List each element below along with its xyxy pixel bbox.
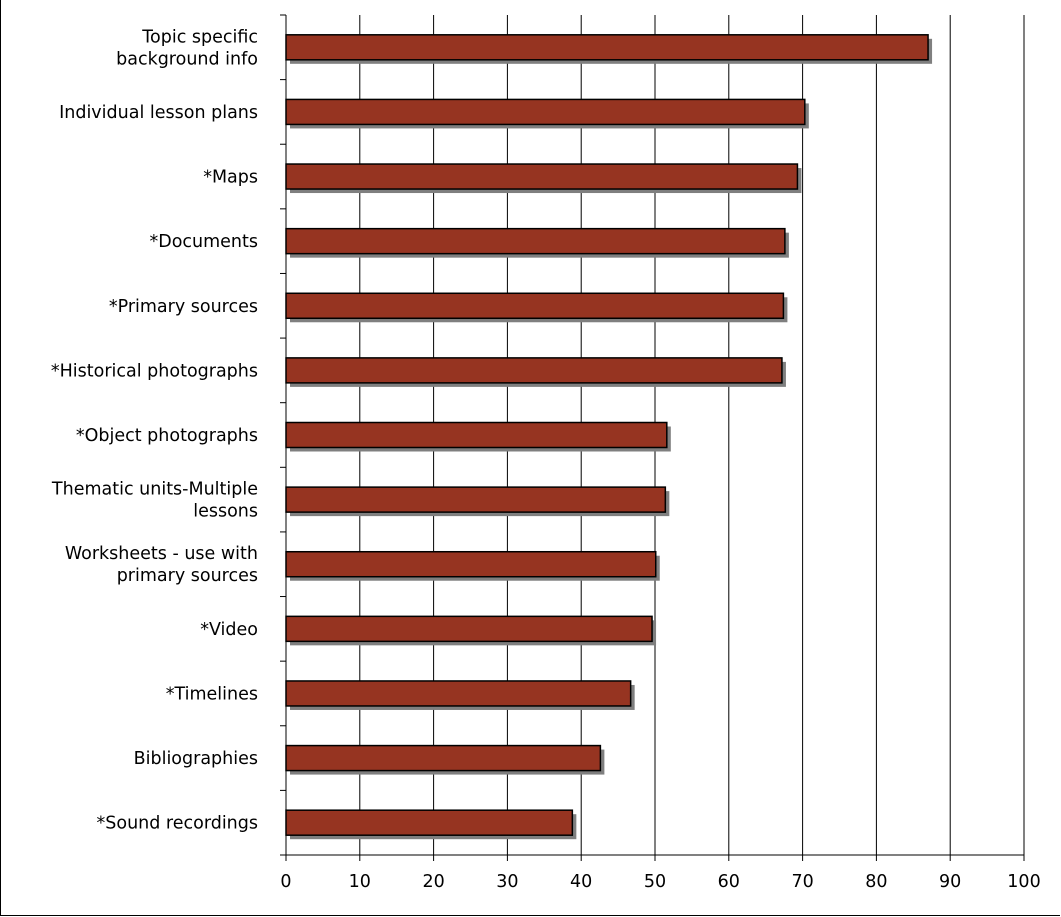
category-label: *Documents: [149, 232, 258, 252]
x-tick-label: 90: [939, 872, 961, 892]
category-label: *Primary sources: [109, 297, 258, 317]
category-label: Topic specific background info: [116, 27, 258, 69]
x-tick-label: 80: [865, 872, 887, 892]
x-tick-label: 50: [644, 872, 666, 892]
bar: [285, 744, 602, 772]
x-tick-label: 10: [349, 872, 371, 892]
bar: [285, 680, 632, 707]
bar: [285, 486, 667, 513]
category-label: Bibliographies: [134, 749, 258, 769]
category-label: Thematic units-Multiple lessons: [51, 480, 258, 522]
category-label: *Object photographs: [76, 426, 258, 446]
category-label: *Video: [200, 620, 258, 640]
bars: [285, 34, 933, 840]
bar: [285, 809, 574, 836]
x-tick-label: 20: [422, 872, 444, 892]
bar: [285, 163, 799, 190]
category-label: Worksheets - use with primary sources: [65, 544, 258, 586]
bar: [285, 357, 783, 384]
bar: [285, 34, 929, 61]
category-labels: Topic specific background info Individual …: [51, 27, 258, 833]
bar: [285, 550, 657, 578]
x-tick-labels: 0 10 20 30 40 50 60 70 80 90 100: [280, 872, 1040, 892]
category-label: *Maps: [203, 168, 258, 188]
x-tick-label: 30: [496, 872, 518, 892]
category-label: *Sound recordings: [97, 814, 259, 834]
bar: [285, 421, 668, 449]
x-tick-label: 70: [791, 872, 813, 892]
bar: [285, 227, 786, 255]
x-tick-label: 60: [718, 872, 740, 892]
category-label: *Historical photographs: [51, 361, 258, 381]
category-label: *Timelines: [166, 684, 258, 704]
bar: [285, 292, 785, 320]
bar: [285, 98, 806, 126]
category-label: Individual lesson plans: [59, 103, 258, 123]
x-tick-label: 100: [1007, 872, 1040, 892]
x-tick-label: 40: [570, 872, 592, 892]
x-tick-label: 0: [280, 872, 291, 892]
bar: [285, 615, 653, 643]
